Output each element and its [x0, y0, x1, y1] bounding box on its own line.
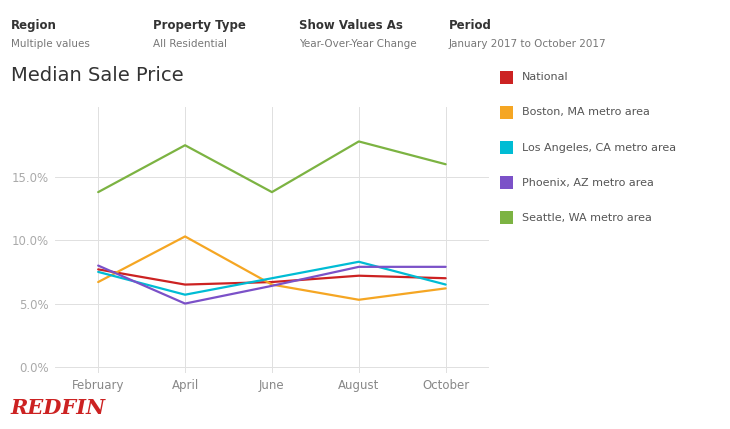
Text: All Residential: All Residential [153, 39, 227, 48]
Text: Seattle, WA metro area: Seattle, WA metro area [522, 213, 652, 223]
Text: Year-Over-Year Change: Year-Over-Year Change [299, 39, 417, 48]
Text: Show Values As: Show Values As [299, 19, 403, 32]
Text: Period: Period [449, 19, 492, 32]
Text: Multiple values: Multiple values [11, 39, 90, 48]
Text: Boston, MA metro area: Boston, MA metro area [522, 107, 650, 118]
Text: Property Type: Property Type [153, 19, 246, 32]
Text: National: National [522, 72, 569, 82]
Text: Los Angeles, CA metro area: Los Angeles, CA metro area [522, 142, 676, 153]
Text: Region: Region [11, 19, 57, 32]
Text: Phoenix, AZ metro area: Phoenix, AZ metro area [522, 178, 654, 188]
Text: Median Sale Price: Median Sale Price [11, 66, 183, 85]
Text: REDFIN: REDFIN [11, 398, 106, 418]
Text: January 2017 to October 2017: January 2017 to October 2017 [449, 39, 607, 48]
